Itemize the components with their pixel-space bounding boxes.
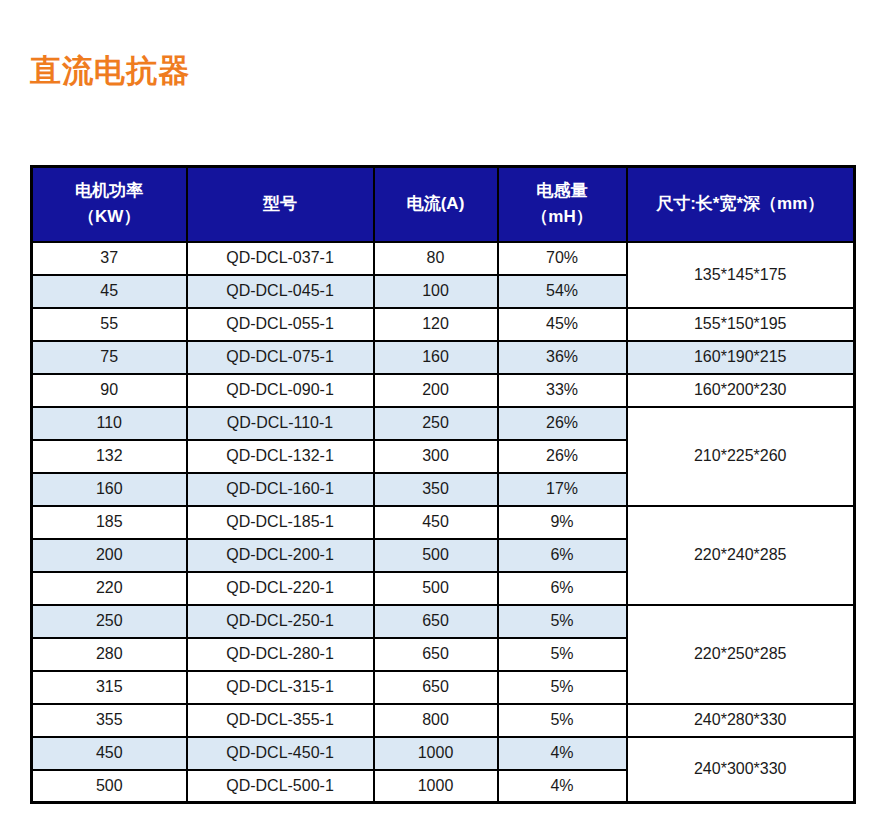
power-cell: 500 bbox=[32, 770, 187, 803]
inductance-cell: 54% bbox=[498, 275, 627, 308]
current-cell: 80 bbox=[374, 242, 498, 275]
current-cell: 100 bbox=[374, 275, 498, 308]
inductance-cell: 26% bbox=[498, 407, 627, 440]
power-cell: 160 bbox=[32, 473, 187, 506]
current-cell: 200 bbox=[374, 374, 498, 407]
power-cell: 37 bbox=[32, 242, 187, 275]
power-cell: 200 bbox=[32, 539, 187, 572]
inductance-cell: 45% bbox=[498, 308, 627, 341]
inductance-cell: 33% bbox=[498, 374, 627, 407]
table-row: 185QD-DCL-185-14509%220*240*285 bbox=[32, 506, 855, 539]
table-row: 110QD-DCL-110-125026%210*225*260 bbox=[32, 407, 855, 440]
size-cell: 220*240*285 bbox=[627, 506, 855, 605]
inductance-cell: 6% bbox=[498, 539, 627, 572]
size-cell: 155*150*195 bbox=[627, 308, 855, 341]
table-row: 450QD-DCL-450-110004%240*300*330 bbox=[32, 737, 855, 770]
inductance-cell: 5% bbox=[498, 605, 627, 638]
model-cell: QD-DCL-280-1 bbox=[187, 638, 374, 671]
model-cell: QD-DCL-200-1 bbox=[187, 539, 374, 572]
current-cell: 120 bbox=[374, 308, 498, 341]
current-cell: 650 bbox=[374, 638, 498, 671]
size-cell: 240*280*330 bbox=[627, 704, 855, 737]
current-cell: 250 bbox=[374, 407, 498, 440]
current-cell: 450 bbox=[374, 506, 498, 539]
inductance-cell: 5% bbox=[498, 671, 627, 704]
model-cell: QD-DCL-132-1 bbox=[187, 440, 374, 473]
size-cell: 160*190*215 bbox=[627, 341, 855, 374]
power-cell: 132 bbox=[32, 440, 187, 473]
current-cell: 500 bbox=[374, 539, 498, 572]
inductance-cell: 5% bbox=[498, 704, 627, 737]
dc-reactor-spec-table: 电机功率（KW）型号电流(A)电感量（mH）尺寸:长*宽*深（mm） 37QD-… bbox=[30, 165, 856, 804]
table-row: 75QD-DCL-075-116036%160*190*215 bbox=[32, 341, 855, 374]
inductance-cell: 9% bbox=[498, 506, 627, 539]
inductance-cell: 4% bbox=[498, 770, 627, 803]
model-cell: QD-DCL-160-1 bbox=[187, 473, 374, 506]
table-row: 250QD-DCL-250-16505%220*250*285 bbox=[32, 605, 855, 638]
power-cell: 220 bbox=[32, 572, 187, 605]
power-cell: 55 bbox=[32, 308, 187, 341]
model-cell: QD-DCL-185-1 bbox=[187, 506, 374, 539]
power-cell: 315 bbox=[32, 671, 187, 704]
current-cell: 800 bbox=[374, 704, 498, 737]
model-cell: QD-DCL-090-1 bbox=[187, 374, 374, 407]
size-cell: 210*225*260 bbox=[627, 407, 855, 506]
power-cell: 280 bbox=[32, 638, 187, 671]
inductance-cell: 70% bbox=[498, 242, 627, 275]
table-body: 37QD-DCL-037-18070%135*145*17545QD-DCL-0… bbox=[32, 242, 855, 803]
inductance-cell: 6% bbox=[498, 572, 627, 605]
size-cell: 160*200*230 bbox=[627, 374, 855, 407]
model-cell: QD-DCL-500-1 bbox=[187, 770, 374, 803]
inductance-cell: 26% bbox=[498, 440, 627, 473]
current-cell: 300 bbox=[374, 440, 498, 473]
col-header-size: 尺寸:长*宽*深（mm） bbox=[627, 167, 855, 242]
power-cell: 75 bbox=[32, 341, 187, 374]
current-cell: 500 bbox=[374, 572, 498, 605]
current-cell: 1000 bbox=[374, 770, 498, 803]
power-cell: 90 bbox=[32, 374, 187, 407]
current-cell: 650 bbox=[374, 605, 498, 638]
catalog-page: 直流电抗器 电机功率（KW）型号电流(A)电感量（mH）尺寸:长*宽*深（mm）… bbox=[0, 0, 885, 835]
col-header-current: 电流(A) bbox=[374, 167, 498, 242]
current-cell: 1000 bbox=[374, 737, 498, 770]
inductance-cell: 36% bbox=[498, 341, 627, 374]
model-cell: QD-DCL-220-1 bbox=[187, 572, 374, 605]
size-cell: 240*300*330 bbox=[627, 737, 855, 803]
page-title: 直流电抗器 bbox=[30, 50, 190, 92]
header-row: 电机功率（KW）型号电流(A)电感量（mH）尺寸:长*宽*深（mm） bbox=[32, 167, 855, 242]
col-header-power: 电机功率（KW） bbox=[32, 167, 187, 242]
power-cell: 110 bbox=[32, 407, 187, 440]
inductance-cell: 5% bbox=[498, 638, 627, 671]
table-row: 37QD-DCL-037-18070%135*145*175 bbox=[32, 242, 855, 275]
table-row: 90QD-DCL-090-120033%160*200*230 bbox=[32, 374, 855, 407]
model-cell: QD-DCL-045-1 bbox=[187, 275, 374, 308]
model-cell: QD-DCL-355-1 bbox=[187, 704, 374, 737]
table-header: 电机功率（KW）型号电流(A)电感量（mH）尺寸:长*宽*深（mm） bbox=[32, 167, 855, 242]
current-cell: 650 bbox=[374, 671, 498, 704]
col-header-inductance: 电感量（mH） bbox=[498, 167, 627, 242]
size-cell: 135*145*175 bbox=[627, 242, 855, 308]
table-row: 355QD-DCL-355-18005%240*280*330 bbox=[32, 704, 855, 737]
model-cell: QD-DCL-450-1 bbox=[187, 737, 374, 770]
current-cell: 160 bbox=[374, 341, 498, 374]
model-cell: QD-DCL-055-1 bbox=[187, 308, 374, 341]
inductance-cell: 17% bbox=[498, 473, 627, 506]
model-cell: QD-DCL-250-1 bbox=[187, 605, 374, 638]
inductance-cell: 4% bbox=[498, 737, 627, 770]
power-cell: 450 bbox=[32, 737, 187, 770]
model-cell: QD-DCL-110-1 bbox=[187, 407, 374, 440]
power-cell: 250 bbox=[32, 605, 187, 638]
model-cell: QD-DCL-315-1 bbox=[187, 671, 374, 704]
table-row: 55QD-DCL-055-112045%155*150*195 bbox=[32, 308, 855, 341]
model-cell: QD-DCL-075-1 bbox=[187, 341, 374, 374]
power-cell: 355 bbox=[32, 704, 187, 737]
current-cell: 350 bbox=[374, 473, 498, 506]
power-cell: 45 bbox=[32, 275, 187, 308]
size-cell: 220*250*285 bbox=[627, 605, 855, 704]
power-cell: 185 bbox=[32, 506, 187, 539]
model-cell: QD-DCL-037-1 bbox=[187, 242, 374, 275]
col-header-model: 型号 bbox=[187, 167, 374, 242]
